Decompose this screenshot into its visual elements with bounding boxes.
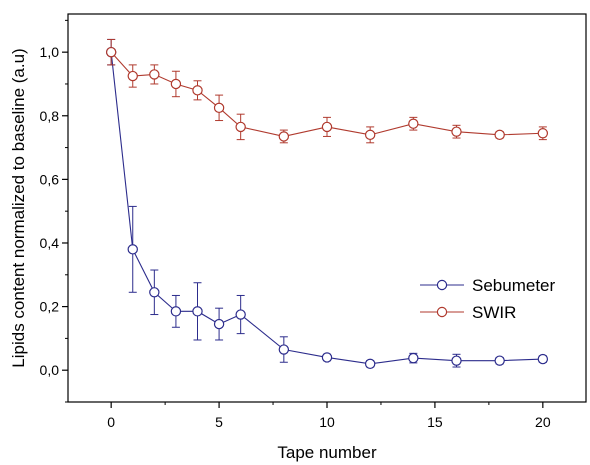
- data-point: [494, 355, 505, 366]
- data-point: [235, 121, 246, 133]
- data-point: [537, 128, 549, 139]
- data-point: [451, 126, 462, 137]
- x-tick-label: 15: [427, 414, 443, 430]
- data-point: [192, 85, 203, 96]
- tick-layer: 0 5 10 15 20 0,0 0,2 0,4 0,6 0,8 1,0: [40, 19, 551, 430]
- x-tick-label: 20: [535, 414, 551, 430]
- y-tick-label: 0,8: [40, 108, 60, 124]
- x-tick-label: 0: [107, 414, 115, 430]
- y-axis-label: Lipids content normalized to baseline (a…: [9, 48, 28, 367]
- data-point: [278, 131, 290, 142]
- data-point: [408, 118, 419, 129]
- data-point: [149, 287, 160, 298]
- data-point: [170, 78, 182, 90]
- legend-label: SWIR: [472, 303, 516, 322]
- legend-item-swir: SWIR: [420, 303, 516, 322]
- y-tick-label: 0,0: [40, 362, 60, 378]
- y-tick-label: 0,6: [40, 171, 60, 187]
- y-tick-label: 1,0: [40, 44, 60, 60]
- x-tick-label: 5: [215, 414, 223, 430]
- plot-frame: [67, 13, 587, 403]
- data-point: [127, 244, 138, 255]
- data-point: [105, 46, 117, 58]
- y-tick-label: 0,4: [40, 235, 60, 251]
- legend-marker: [436, 306, 448, 318]
- series-swir: [105, 38, 549, 144]
- data-point: [127, 70, 138, 82]
- series-layer: [105, 38, 549, 370]
- data-point: [364, 129, 376, 141]
- data-point: [170, 306, 182, 317]
- data-point: [364, 358, 376, 370]
- legend-marker: [436, 279, 448, 291]
- x-tick-label: 10: [319, 414, 335, 430]
- data-point: [278, 344, 290, 355]
- data-point: [213, 318, 225, 330]
- data-point: [149, 69, 160, 80]
- data-point: [213, 102, 225, 114]
- legend: Sebumeter SWIR: [420, 276, 555, 322]
- x-axis-label: Tape number: [277, 443, 377, 462]
- data-point: [494, 129, 505, 141]
- y-tick-label: 0,2: [40, 299, 60, 315]
- data-point: [408, 352, 419, 364]
- plot-frame-layer: [67, 13, 587, 403]
- data-point: [235, 309, 246, 320]
- data-point: [321, 352, 333, 363]
- legend-label: Sebumeter: [472, 276, 555, 295]
- legend-item-sebumeter: Sebumeter: [420, 276, 555, 295]
- data-point: [451, 355, 462, 366]
- data-point: [537, 353, 549, 365]
- data-point: [321, 121, 333, 133]
- data-point: [192, 306, 203, 317]
